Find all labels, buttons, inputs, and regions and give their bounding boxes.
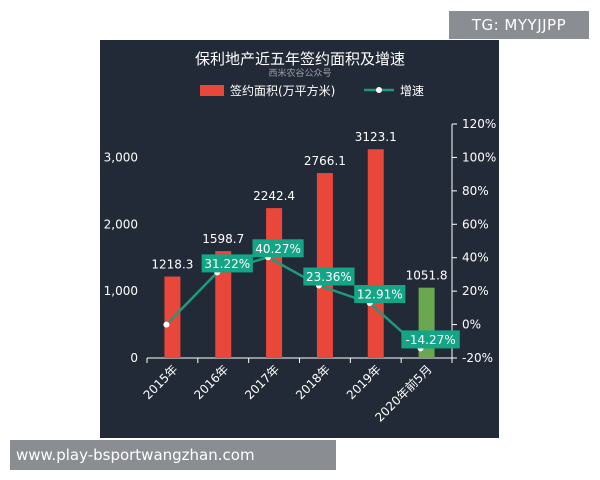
growth-value-label: 23.36%: [306, 270, 352, 284]
y-right-tick-label: 120%: [462, 117, 496, 131]
growth-label-box: [401, 330, 460, 349]
growth-label-box: [354, 284, 406, 303]
bar: [266, 208, 283, 358]
growth-value-label: -14.27%: [406, 333, 456, 347]
y-right-tick-label: 20%: [462, 284, 489, 298]
legend-line-label: 增速: [400, 84, 424, 98]
y-right-tick-label: 100%: [462, 150, 496, 164]
watermark-url: www.play-bsportwangzhan.com: [10, 440, 336, 470]
growth-label-box: [201, 254, 253, 273]
growth-value-label: 12.91%: [357, 287, 403, 301]
growth-point: [163, 321, 170, 328]
bar: [316, 173, 333, 358]
growth-label-box: [303, 267, 355, 286]
bar-value-label: 2766.1: [304, 154, 346, 168]
y-right-tick-label: 60%: [462, 217, 489, 231]
x-tick-label: 2015年: [141, 362, 181, 402]
growth-label-box: [252, 239, 304, 258]
growth-value-label: 40.27%: [255, 242, 301, 256]
chart-panel: 保利地产近五年签约面积及增速 西米农谷公众号 签约面积(万平方米) 增速 0 1,…: [100, 40, 499, 438]
y-right-tick-label: 40%: [462, 251, 489, 265]
x-tick-label: 2018年: [293, 362, 333, 402]
bar: [215, 251, 232, 358]
y-left-tick-label: 2,000: [104, 217, 138, 231]
growth-value-label: 31.22%: [204, 257, 250, 271]
legend-bar-label: 签约面积(万平方米): [230, 83, 335, 98]
y-right-tick-label: -20%: [462, 351, 493, 365]
x-tick-label: 2017年: [242, 362, 282, 402]
bar-value-label: 3123.1: [355, 130, 397, 144]
y-left-tick-label: 3,000: [104, 150, 138, 164]
y-right-tick-label: 0%: [462, 318, 481, 332]
chart: 保利地产近五年签约面积及增速 西米农谷公众号 签约面积(万平方米) 增速 0 1,…: [104, 50, 497, 425]
y-right-tick-label: 80%: [462, 184, 489, 198]
watermark-tg: TG: MYYJJPP: [449, 11, 589, 39]
legend-line-marker: [376, 87, 382, 93]
chart-title: 保利地产近五年签约面积及增速: [195, 50, 405, 68]
y-axis-right: -20% 0% 20% 40% 60% 80% 100% 120%: [451, 117, 496, 365]
bar-value-label: 1598.7: [202, 232, 244, 246]
growth-line-series: 31.22% 40.27% 23.36% 12.91% -14.27%: [163, 239, 460, 352]
bar-value-label: 1218.3: [151, 258, 193, 272]
x-tick-label: 2019年: [344, 362, 384, 402]
bar-data-labels: 1218.3 1598.7 2242.4 2766.1 3123.1 1051.8: [151, 130, 447, 282]
y-axis-left: 0 1,000 2,000 3,000: [104, 150, 138, 365]
bar-value-label: 2242.4: [253, 189, 295, 203]
legend-bar-swatch: [200, 85, 224, 96]
legend: 签约面积(万平方米) 增速: [200, 83, 424, 98]
growth-line: [165, 255, 422, 350]
y-left-tick-label: 1,000: [104, 284, 138, 298]
bar-value-label: 1051.8: [406, 269, 448, 283]
x-tick-label: 2016年: [191, 362, 231, 402]
chart-subtitle: 西米农谷公众号: [268, 67, 331, 79]
y-left-tick-label: 0: [130, 351, 138, 365]
bar: [367, 149, 384, 358]
